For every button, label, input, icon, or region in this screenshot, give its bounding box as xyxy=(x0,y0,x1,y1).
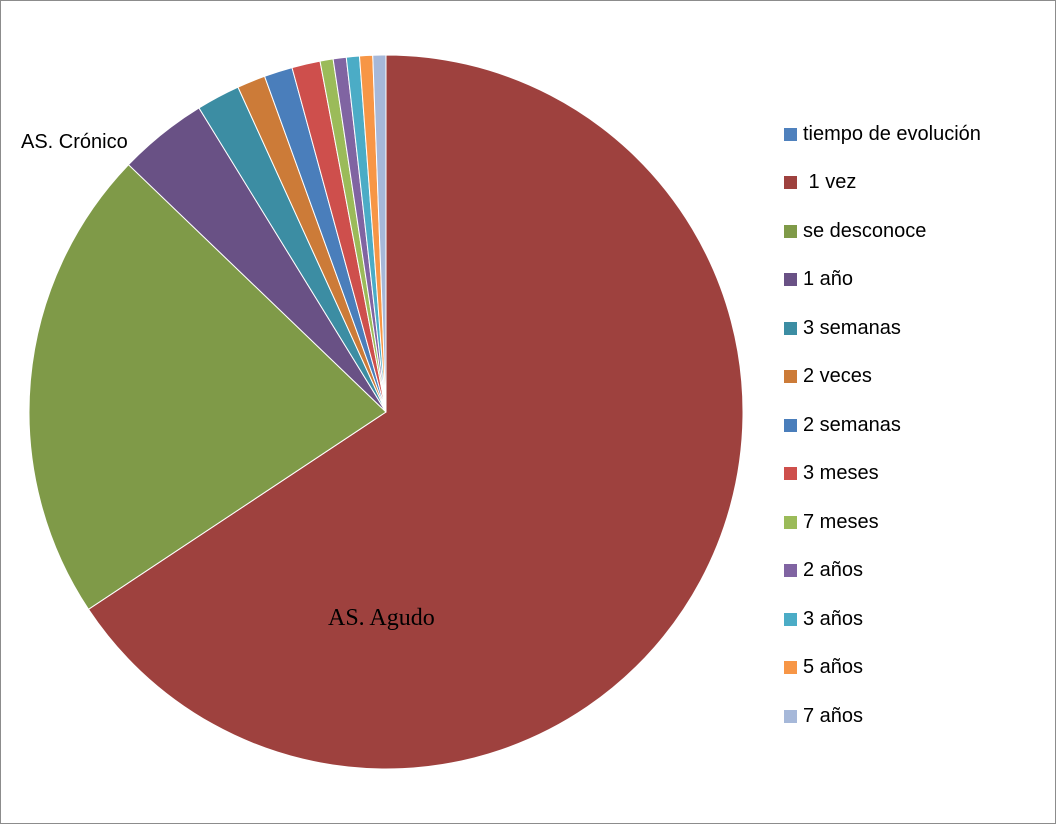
legend-item-5: 2 veces xyxy=(784,353,1046,402)
legend-swatch xyxy=(784,564,797,578)
legend-item-12: 7 años xyxy=(784,692,1046,741)
legend-swatch xyxy=(784,127,797,141)
legend-item-1: 1 vez xyxy=(784,159,1046,208)
legend-label: 3 semanas xyxy=(803,316,901,339)
legend-label: 1 vez xyxy=(803,171,857,194)
legend-swatch xyxy=(784,273,797,287)
legend-label: 5 años xyxy=(803,656,864,679)
legend-item-8: 7 meses xyxy=(784,498,1046,547)
legend-label: 7 meses xyxy=(803,510,879,533)
chart-legend: tiempo de evolución 1 vez se desconoce 1 a… xyxy=(784,110,1046,741)
legend-item-9: 2 años xyxy=(784,547,1046,596)
legend-swatch xyxy=(784,709,797,723)
legend-item-6: 2 semanas xyxy=(784,401,1046,450)
legend-label: 2 años xyxy=(803,559,864,582)
legend-item-2: se desconoce xyxy=(784,207,1046,256)
legend-label: se desconoce xyxy=(803,219,927,242)
annotation-as-cronico: AS. Crónico xyxy=(21,131,128,153)
legend-item-11: 5 años xyxy=(784,644,1046,693)
legend-swatch xyxy=(784,224,797,238)
legend-swatch xyxy=(784,661,797,675)
legend-label: 2 veces xyxy=(803,365,872,388)
legend-swatch xyxy=(784,176,797,190)
legend-swatch xyxy=(784,467,797,481)
legend-item-10: 3 años xyxy=(784,595,1046,644)
legend-swatch xyxy=(784,612,797,626)
legend-label: 3 años xyxy=(803,607,864,630)
legend-label: 2 semanas xyxy=(803,413,901,436)
pie-slice-1 xyxy=(87,54,744,770)
legend-label: 3 meses xyxy=(803,462,879,485)
legend-swatch xyxy=(784,321,797,335)
legend-item-4: 3 semanas xyxy=(784,304,1046,353)
legend-swatch xyxy=(784,515,797,529)
legend-item-0: tiempo de evolución xyxy=(784,110,1046,159)
legend-label: tiempo de evolución xyxy=(803,122,981,145)
legend-item-7: 3 meses xyxy=(784,450,1046,499)
legend-swatch xyxy=(784,370,797,384)
legend-label: 1 año xyxy=(803,268,854,291)
annotation-as-agudo: AS. Agudo xyxy=(328,605,435,631)
legend-label: 7 años xyxy=(803,704,864,727)
legend-item-3: 1 año xyxy=(784,256,1046,305)
legend-swatch xyxy=(784,418,797,432)
pie-slice-12 xyxy=(372,54,387,413)
pie-slice-2 xyxy=(28,163,387,610)
